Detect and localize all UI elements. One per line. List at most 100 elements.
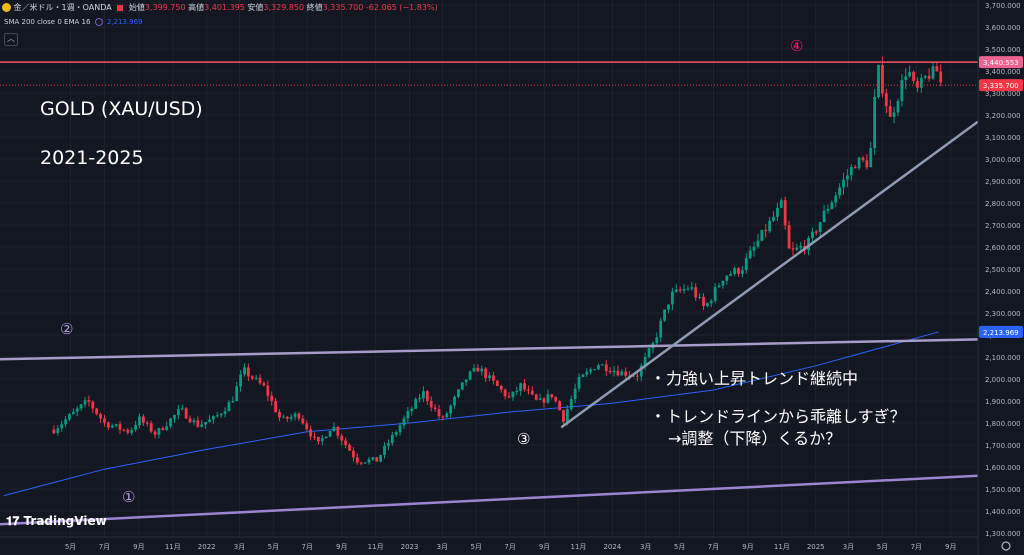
candle-body[interactable] xyxy=(79,404,83,409)
candle-body[interactable] xyxy=(258,377,262,384)
candle-body[interactable] xyxy=(468,371,472,380)
tradingview-logo[interactable]: 𝟏𝟕 TradingView xyxy=(6,514,107,529)
candle-body[interactable] xyxy=(674,289,678,292)
candle-body[interactable] xyxy=(480,368,484,372)
candle-body[interactable] xyxy=(857,157,861,169)
candle-body[interactable] xyxy=(285,416,289,419)
candle-body[interactable] xyxy=(511,391,515,398)
candle-body[interactable] xyxy=(686,288,690,290)
candle-body[interactable] xyxy=(507,396,511,398)
candle-body[interactable] xyxy=(278,412,281,418)
candle-body[interactable] xyxy=(453,396,456,406)
candle-body[interactable] xyxy=(562,410,565,422)
candle-body[interactable] xyxy=(670,291,674,305)
candle-body[interactable] xyxy=(519,383,523,391)
candle-body[interactable] xyxy=(281,416,285,418)
candle-body[interactable] xyxy=(635,375,639,377)
candle-body[interactable] xyxy=(293,413,297,417)
candle-body[interactable] xyxy=(410,408,414,412)
candle-body[interactable] xyxy=(457,389,460,397)
candle-body[interactable] xyxy=(289,416,293,419)
candle-body[interactable] xyxy=(896,100,900,113)
candle-body[interactable] xyxy=(558,401,561,411)
candle-body[interactable] xyxy=(344,440,348,445)
candle-body[interactable] xyxy=(818,222,822,232)
candle-body[interactable] xyxy=(472,367,476,372)
candle-body[interactable] xyxy=(60,424,64,429)
candle-body[interactable] xyxy=(418,398,421,400)
candle-body[interactable] xyxy=(912,72,915,81)
candle-body[interactable] xyxy=(565,409,569,422)
candle-body[interactable] xyxy=(134,425,137,430)
candle-body[interactable] xyxy=(939,71,943,83)
candle-body[interactable] xyxy=(546,394,550,403)
candle-body[interactable] xyxy=(476,367,480,372)
candle-body[interactable] xyxy=(390,434,394,444)
candle-body[interactable] xyxy=(169,418,172,427)
candle-body[interactable] xyxy=(274,401,278,413)
candle-body[interactable] xyxy=(317,436,320,442)
candle-body[interactable] xyxy=(616,370,620,376)
candle-body[interactable] xyxy=(243,367,246,375)
candle-body[interactable] xyxy=(91,401,95,409)
candle-body[interactable] xyxy=(702,296,705,306)
candle-body[interactable] xyxy=(437,409,441,417)
candle-body[interactable] xyxy=(892,112,896,117)
candle-body[interactable] xyxy=(849,167,853,176)
candle-body[interactable] xyxy=(748,250,752,259)
candle-body[interactable] xyxy=(678,289,682,291)
candle-body[interactable] xyxy=(534,394,538,400)
candle-body[interactable] xyxy=(760,229,764,241)
candle-body[interactable] xyxy=(608,371,612,373)
candle-body[interactable] xyxy=(733,268,737,274)
candle-body[interactable] xyxy=(589,369,593,372)
candle-body[interactable] xyxy=(200,424,204,427)
candle-body[interactable] xyxy=(884,93,888,107)
candle-body[interactable] xyxy=(246,367,250,377)
candle-body[interactable] xyxy=(414,399,418,409)
candle-body[interactable] xyxy=(184,408,188,419)
indicator-legend[interactable]: SMA 200 close 0 EMA 16 2,213.969 xyxy=(4,18,143,26)
candle-body[interactable] xyxy=(402,418,406,426)
candle-body[interactable] xyxy=(538,398,542,400)
candle-body[interactable] xyxy=(799,245,803,248)
candle-body[interactable] xyxy=(235,386,239,402)
candle-body[interactable] xyxy=(682,289,686,291)
candle-body[interactable] xyxy=(270,395,274,402)
candle-body[interactable] xyxy=(239,374,243,387)
candle-body[interactable] xyxy=(145,422,149,424)
candle-body[interactable] xyxy=(527,389,530,391)
candle-body[interactable] xyxy=(394,432,398,435)
candle-body[interactable] xyxy=(550,394,554,398)
candle-body[interactable] xyxy=(223,411,227,414)
candle-body[interactable] xyxy=(737,268,740,274)
candle-body[interactable] xyxy=(250,376,254,379)
candle-body[interactable] xyxy=(888,106,892,117)
candle-body[interactable] xyxy=(383,445,386,456)
candle-body[interactable] xyxy=(916,80,919,88)
candle-body[interactable] xyxy=(908,72,912,77)
candle-body[interactable] xyxy=(814,231,818,233)
candle-body[interactable] xyxy=(717,285,721,288)
candle-body[interactable] xyxy=(215,415,219,417)
candle-body[interactable] xyxy=(492,375,495,381)
candle-body[interactable] xyxy=(869,148,873,168)
candle-body[interactable] xyxy=(873,96,877,149)
candle-body[interactable] xyxy=(211,416,215,420)
candle-body[interactable] xyxy=(406,411,410,419)
candle-body[interactable] xyxy=(620,371,624,376)
candle-body[interactable] xyxy=(690,287,694,289)
candle-body[interactable] xyxy=(367,459,371,463)
candle-body[interactable] xyxy=(363,462,367,464)
candle-body[interactable] xyxy=(355,457,359,463)
candle-body[interactable] xyxy=(484,368,488,379)
candle-body[interactable] xyxy=(425,391,429,401)
candle-body[interactable] xyxy=(935,66,939,72)
gear-icon[interactable] xyxy=(1001,541,1011,551)
candle-body[interactable] xyxy=(429,400,433,408)
candle-body[interactable] xyxy=(713,287,717,301)
candle-body[interactable] xyxy=(585,371,589,375)
sma-line[interactable] xyxy=(3,331,939,497)
drawn-line-1[interactable] xyxy=(0,474,979,526)
